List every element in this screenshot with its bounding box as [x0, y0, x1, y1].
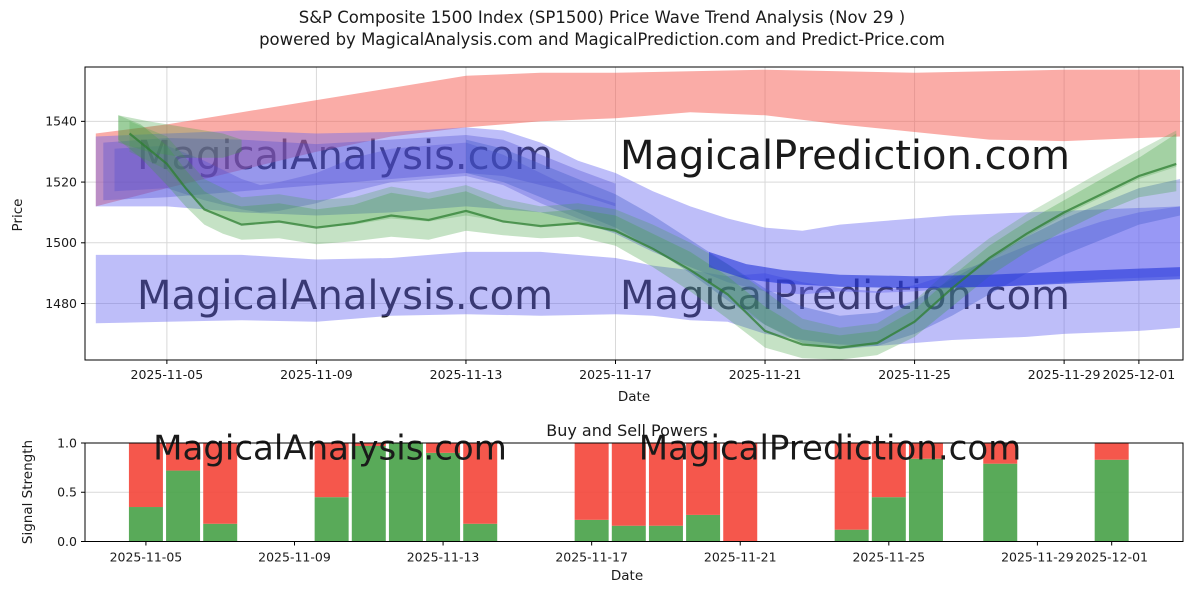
x-tick-label: 2025-11-29 — [1001, 550, 1074, 565]
buy-power-bar-2025-11-13 — [426, 452, 461, 542]
buy-power-bar-2025-11-06 — [166, 470, 201, 542]
blue-forecast-line-band — [709, 251, 1180, 289]
x-tick-label: 2025-11-09 — [280, 367, 353, 382]
x-tick-label: 2025-11-29 — [1028, 367, 1101, 382]
green-band-a — [118, 115, 1177, 360]
x-tick-label: 2025-11-25 — [852, 550, 925, 565]
buy-sell-powers-chart: Buy and Sell Powers MagicalAnalysis.com M… — [20, 421, 1184, 584]
green-wedge-band — [118, 115, 242, 158]
sell-power-bar-2025-12-01 — [1094, 443, 1129, 460]
sell-power-bar-2025-11-20 — [686, 443, 721, 515]
buy-sell-chart-title: Buy and Sell Powers — [546, 421, 708, 440]
x-tick-label: 2025-12-01 — [1075, 550, 1148, 565]
watermark-text: MagicalAnalysis.com — [137, 273, 553, 319]
x-tick-label: 2025-11-13 — [407, 550, 480, 565]
sell-power-bar-2025-11-07 — [203, 443, 238, 524]
y-tick-label: 0.0 — [57, 534, 77, 549]
buy-power-bar-2025-11-14 — [463, 523, 498, 542]
buy-power-bar-2025-11-11 — [351, 445, 386, 542]
green-trend-line — [128, 132, 1177, 349]
x-tick-label: 2025-11-13 — [430, 367, 503, 382]
sell-power-bar-2025-11-05 — [128, 443, 163, 508]
figure-title-line2: powered by MagicalAnalysis.com and Magic… — [259, 30, 945, 49]
buy-power-bar-2025-11-24 — [834, 529, 869, 542]
x-tick-label: 2025-11-21 — [729, 367, 802, 382]
y-tick-label: 0.5 — [57, 485, 77, 500]
date-axis-label-bottom: Date — [611, 568, 643, 584]
price-axis-label: Price — [10, 199, 26, 232]
buy-power-bar-2025-11-28 — [983, 463, 1018, 542]
buy-sell-bars — [128, 443, 1129, 542]
sell-power-bar-2025-11-25 — [871, 443, 906, 498]
sell-power-bar-2025-11-26 — [908, 443, 943, 459]
signal-strength-axis-label: Signal Strength — [20, 440, 36, 544]
price-wave-chart: MagicalAnalysis.com MagicalPrediction.com… — [10, 66, 1184, 405]
buy-power-bar-2025-11-07 — [203, 523, 238, 542]
x-tick-label: 2025-11-05 — [110, 550, 183, 565]
buy-power-bar-2025-12-01 — [1094, 459, 1129, 542]
sell-power-bar-2025-11-14 — [463, 443, 498, 524]
buy-power-bar-2025-11-26 — [908, 458, 943, 542]
y-tick-label: 1500 — [45, 235, 77, 250]
y-tick-label: 1540 — [45, 114, 77, 129]
y-tick-label: 1480 — [45, 296, 77, 311]
buy-power-bar-2025-11-05 — [128, 507, 163, 542]
green-band-b — [129, 121, 1177, 350]
blue-trough-band — [466, 139, 1180, 350]
buy-power-bar-2025-11-20 — [686, 514, 721, 542]
lower-blue-band — [95, 206, 1180, 346]
buy-power-bar-2025-11-25 — [871, 497, 906, 542]
watermark-text: MagicalPrediction.com — [639, 429, 1022, 469]
sell-power-bar-2025-11-19 — [648, 443, 683, 526]
x-tick-label: 2025-12-01 — [1103, 367, 1176, 382]
x-tick-label: 2025-11-09 — [258, 550, 331, 565]
y-tick-label: 1520 — [45, 174, 77, 189]
watermark-text: MagicalPrediction.com — [620, 133, 1070, 179]
buy-power-bar-2025-11-10 — [314, 497, 349, 542]
x-tick-label: 2025-11-25 — [878, 367, 951, 382]
watermark-text: MagicalAnalysis.com — [153, 429, 507, 469]
sell-power-bar-2025-11-24 — [834, 443, 869, 530]
sell-power-bar-2025-11-11 — [351, 443, 386, 446]
x-tick-label: 2025-11-21 — [704, 550, 777, 565]
blue-core-left-band — [103, 135, 616, 207]
x-tick-label: 2025-11-17 — [579, 367, 652, 382]
price-chart-frame — [84, 66, 1184, 361]
buy-power-bar-2025-11-17 — [574, 519, 609, 542]
sell-power-bar-2025-11-06 — [166, 443, 201, 471]
upper-red-band — [95, 69, 1180, 207]
figure-title-line1: S&P Composite 1500 Index (SP1500) Price … — [299, 8, 906, 27]
price-wave-bands — [95, 69, 1180, 360]
price-chart-axes: 2025-11-05 2025-11-09 2025-11-13 2025-11-17… — [45, 66, 1184, 382]
buy-sell-axes: 2025-11-05 2025-11-09 2025-11-13 2025-11-17… — [57, 435, 1184, 565]
blue-wave-band — [114, 142, 616, 231]
x-tick-label: 2025-11-17 — [555, 550, 628, 565]
date-axis-label-top: Date — [618, 389, 650, 405]
buy-sell-watermarks: MagicalAnalysis.com MagicalPrediction.com — [153, 429, 1021, 469]
buy-power-bar-2025-11-12 — [388, 443, 423, 542]
y-tick-label: 1.0 — [57, 435, 77, 450]
buy-power-bar-2025-11-18 — [611, 525, 646, 542]
sell-power-bar-2025-11-28 — [983, 443, 1018, 464]
sell-power-bar-2025-11-17 — [574, 443, 609, 520]
upper-blue-band — [95, 127, 1180, 295]
sell-power-bar-2025-11-21 — [723, 443, 758, 542]
sell-power-bar-2025-11-13 — [426, 443, 461, 453]
buy-power-bar-2025-11-19 — [648, 525, 683, 542]
sell-power-bar-2025-11-18 — [611, 443, 646, 526]
sell-power-bar-2025-11-10 — [314, 443, 349, 498]
x-tick-label: 2025-11-05 — [131, 367, 204, 382]
